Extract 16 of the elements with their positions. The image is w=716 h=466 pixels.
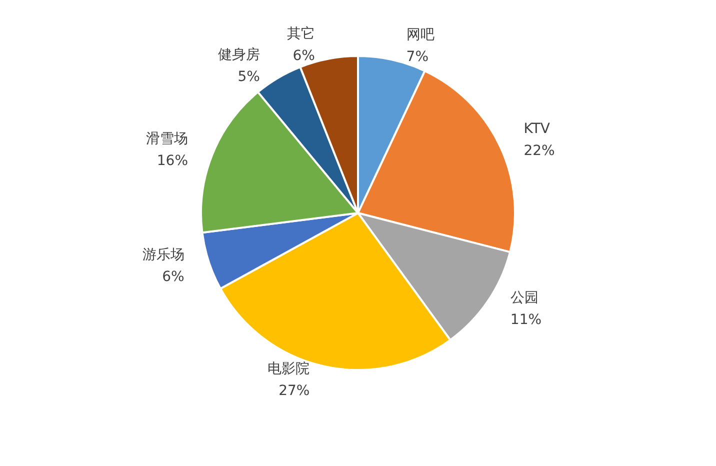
slice-label: 滑雪场 xyxy=(146,131,188,148)
slice-label: 健身房 xyxy=(218,46,260,63)
data-label: 6% xyxy=(292,48,315,64)
slice-label: 电影院 xyxy=(268,360,310,377)
data-label: 5% xyxy=(238,68,260,85)
slice-label: 公园 xyxy=(510,290,538,306)
data-label: 16% xyxy=(156,153,188,170)
data-label: 7% xyxy=(406,49,429,66)
data-label: 11% xyxy=(510,312,542,328)
slice-label: KTV xyxy=(524,121,550,138)
slice-label: 游乐场 xyxy=(142,246,184,263)
data-label: 6% xyxy=(162,268,184,285)
slice-label: 网吧 xyxy=(406,27,434,44)
slice-label: 其它 xyxy=(286,26,315,42)
data-label: 22% xyxy=(524,143,555,160)
data-label: 27% xyxy=(278,382,310,399)
